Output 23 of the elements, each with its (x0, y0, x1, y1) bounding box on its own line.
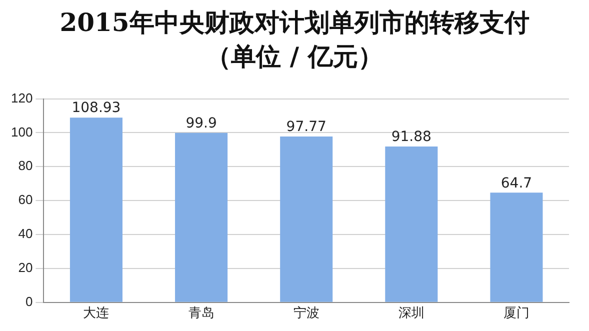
data-label: 91.88 (391, 129, 432, 146)
y-tick-label: 80 (18, 158, 33, 174)
chart-title: 2015年中央财政对计划单列市的转移支付（单位 / 亿元） (60, 7, 530, 73)
y-tick-label: 60 (18, 192, 33, 208)
x-tick-label: 青岛 (188, 304, 214, 320)
y-tick-label: 100 (10, 124, 33, 140)
x-tick-label: 宁波 (293, 304, 320, 320)
data-label: 97.77 (286, 119, 326, 136)
data-label: 64.7 (500, 175, 532, 192)
y-tick-label: 20 (18, 260, 33, 276)
x-tick-label: 厦门 (503, 304, 530, 320)
y-tick-label: 40 (18, 226, 33, 242)
x-tick-label: 深圳 (398, 304, 424, 320)
bar (280, 136, 333, 302)
bar (490, 192, 543, 302)
x-tick-label: 大连 (83, 304, 110, 320)
bar (175, 132, 228, 302)
y-tick-label: 120 (10, 90, 33, 106)
y-tick-label: 0 (25, 294, 33, 309)
data-label: 108.93 (72, 100, 121, 116)
bar (385, 146, 438, 302)
bar (70, 118, 122, 302)
data-label: 99.9 (186, 116, 217, 132)
